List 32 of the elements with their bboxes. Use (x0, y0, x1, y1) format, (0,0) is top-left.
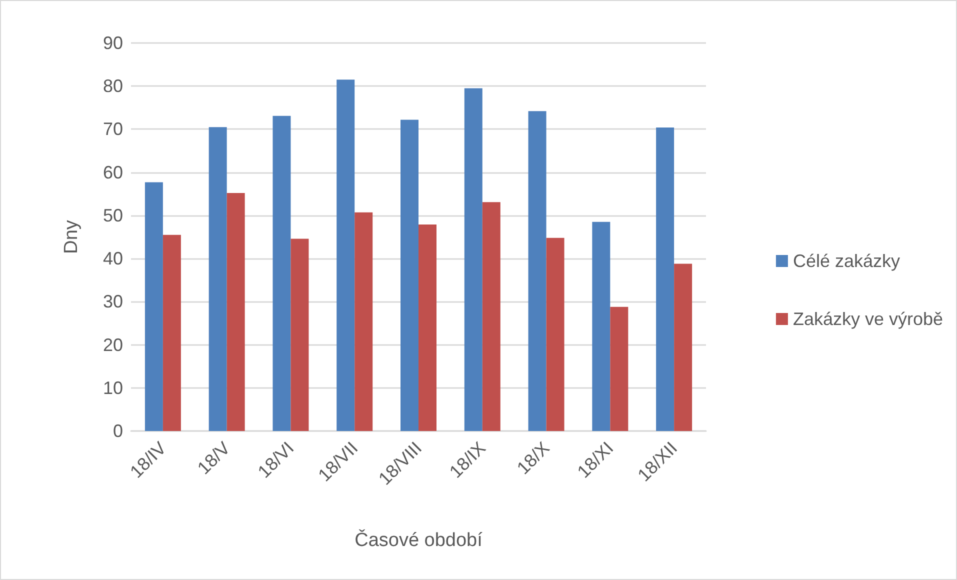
y-tick-label: 80 (102, 76, 123, 96)
y-tick-label: 50 (102, 205, 123, 226)
y-tick-label: 90 (102, 33, 123, 53)
y-tick-label: 0 (112, 421, 123, 441)
bar (336, 80, 355, 431)
bar (208, 127, 227, 431)
bar (144, 182, 163, 431)
y-tick-label: 60 (102, 162, 123, 182)
y-tick-label: 30 (102, 292, 123, 312)
bar (464, 88, 482, 431)
x-axis-title: Časové období (354, 529, 484, 551)
y-axis-title: Dny (61, 220, 82, 254)
bar (290, 238, 309, 431)
bar (272, 116, 291, 431)
bar (354, 212, 373, 431)
bar (482, 202, 500, 431)
bar (610, 306, 628, 431)
bar (674, 264, 692, 431)
bar (528, 111, 546, 431)
bar (400, 120, 418, 431)
y-tick-label: 70 (102, 119, 123, 140)
legend-label: Célé zakázky (792, 251, 900, 271)
bar (656, 128, 674, 431)
y-tick-label: 20 (102, 334, 123, 355)
bar (226, 193, 245, 431)
y-tick-label: 10 (102, 378, 123, 398)
bar (418, 224, 436, 431)
bar (162, 234, 181, 431)
legend-label: Zakázky ve výrobě (792, 309, 944, 329)
bar (592, 222, 610, 431)
y-tick-label: 40 (102, 248, 123, 269)
bar (546, 238, 564, 431)
